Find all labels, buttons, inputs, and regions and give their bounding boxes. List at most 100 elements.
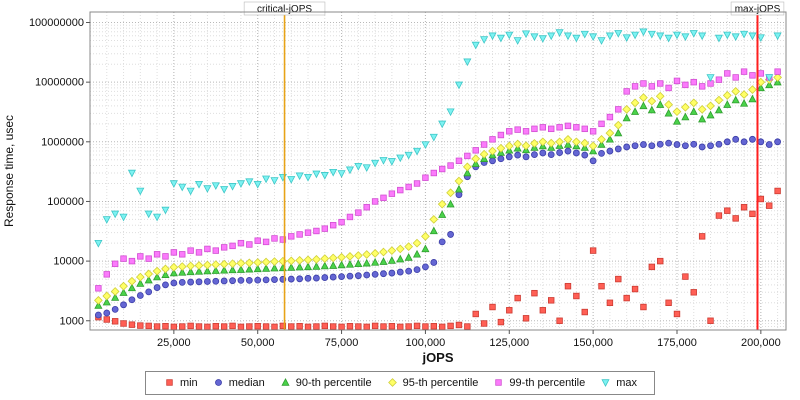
marker-triangle-up [723,100,732,108]
marker-square [128,257,136,265]
marker-square [279,236,287,243]
marker-diamond [462,162,472,172]
marker-triangle-down [480,36,489,44]
y-axis-title: Response time, usec [2,115,16,227]
marker-square [715,76,723,83]
marker-circle [170,279,178,287]
marker-diamond [555,137,564,147]
marker-triangle-down [345,166,355,175]
marker-square [388,190,396,197]
marker-square [413,322,421,330]
marker-circle [153,284,161,291]
marker-square [371,322,379,330]
marker-square [732,215,739,222]
marker-triangle-down [530,33,539,42]
marker-square [472,147,479,154]
marker-triangle-down [656,32,665,41]
y-tick-label: 100000 [47,196,84,208]
marker-triangle-down [438,120,447,129]
marker-circle [413,266,421,274]
marker-triangle-up [270,263,279,272]
marker-triangle-down [681,33,690,42]
marker-triangle-up [203,266,212,275]
marker-square [522,128,530,135]
marker-square [489,303,496,311]
marker-triangle-down [647,30,656,39]
marker-circle [371,270,379,278]
marker-square [740,204,748,211]
y-tick-label: 10000000 [35,77,84,89]
marker-diamond [362,250,372,259]
marker-square [162,253,169,260]
legend-square-icon [166,379,173,386]
marker-square [103,271,110,278]
marker-circle [505,153,513,161]
marker-triangle-up [639,101,648,110]
marker-circle [94,311,102,319]
marker-triangle-up [404,253,413,261]
marker-diamond [404,242,414,251]
marker-circle [581,151,589,159]
marker-square [548,297,555,304]
y-tick-label: 10000 [53,256,84,268]
legend-item-p99: 99-th percentile [492,376,585,389]
marker-square [288,233,295,240]
marker-circle [396,268,404,276]
marker-square [103,316,110,323]
marker-circle [203,278,211,285]
marker-triangle-down [144,210,153,219]
marker-diamond [94,295,103,305]
marker-square [506,128,513,135]
marker-triangle-down [664,34,673,43]
marker-triangle-up [211,266,220,274]
marker-triangle-up [429,226,438,235]
marker-circle [539,149,547,157]
marker-square [237,239,245,247]
marker-square [296,323,303,330]
marker-triangle-up [396,254,405,263]
marker-diamond [421,231,430,241]
marker-triangle-down [547,32,556,41]
marker-square [187,322,194,330]
marker-circle [514,151,522,159]
marker-square [279,322,287,330]
marker-circle [212,277,220,285]
marker-triangle-up [228,265,237,274]
marker-triangle-up [698,114,707,123]
marker-diamond [571,137,581,147]
marker-square [548,125,555,133]
marker-triangle-down [396,154,405,163]
marker-diamond [706,101,715,111]
marker-triangle-down [446,108,455,117]
marker-diamond [504,141,514,151]
marker-diamond [664,100,673,109]
marker-circle [338,273,345,280]
marker-square [187,247,194,254]
marker-circle [214,379,222,387]
marker-triangle-down [387,158,396,166]
marker-diamond [731,87,741,96]
marker-diamond [412,238,422,248]
marker-diamond [194,261,204,270]
marker-square [464,323,471,330]
marker-diamond [647,96,657,106]
marker-circle [606,147,614,155]
marker-diamond [135,272,145,282]
x-tick-label: 175,000 [657,337,697,349]
marker-diamond [152,266,162,276]
marker-triangle-down [161,206,170,215]
marker-triangle-up [287,263,296,271]
marker-circle [220,277,228,285]
marker-diamond [588,141,598,151]
marker-triangle-up [194,267,204,275]
marker-square [589,247,597,254]
marker-circle [120,301,127,309]
legend-label-p90: 90-th percentile [295,376,372,389]
marker-diamond [488,146,497,156]
series-p99 [95,68,781,292]
marker-circle [715,140,723,148]
marker-square [246,323,253,330]
marker-triangle-down [153,213,162,222]
marker-square [271,323,278,331]
marker-square [212,323,219,330]
